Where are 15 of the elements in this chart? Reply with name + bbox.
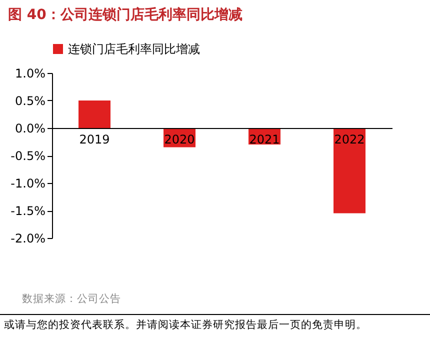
y-tick-label: 1.0% (15, 66, 46, 80)
source-note: 数据来源：公司公告 (22, 292, 121, 306)
chart-title: 图 40：公司连锁门店毛利率同比增减 (8, 6, 242, 24)
y-tick-label: -0.5% (10, 149, 46, 163)
text: 或请与您的投资代表联系。并请阅读本证券研究报告最后一页的免责申明。 (4, 318, 367, 332)
legend-label: 连锁门店毛利率同比增减 (68, 42, 200, 56)
y-tick-label: 0.5% (15, 94, 46, 108)
y-tick-label: -1.0% (10, 176, 46, 190)
x-tick-label: 2022 (334, 132, 365, 146)
y-tick-label: -1.5% (10, 204, 46, 218)
x-tick-label: 2019 (79, 132, 110, 146)
x-tick-label: 2020 (164, 132, 195, 146)
y-tick-label: 0.0% (15, 122, 46, 136)
x-tick-label: 2021 (249, 132, 280, 146)
y-tick-label: -2.0% (10, 232, 46, 246)
